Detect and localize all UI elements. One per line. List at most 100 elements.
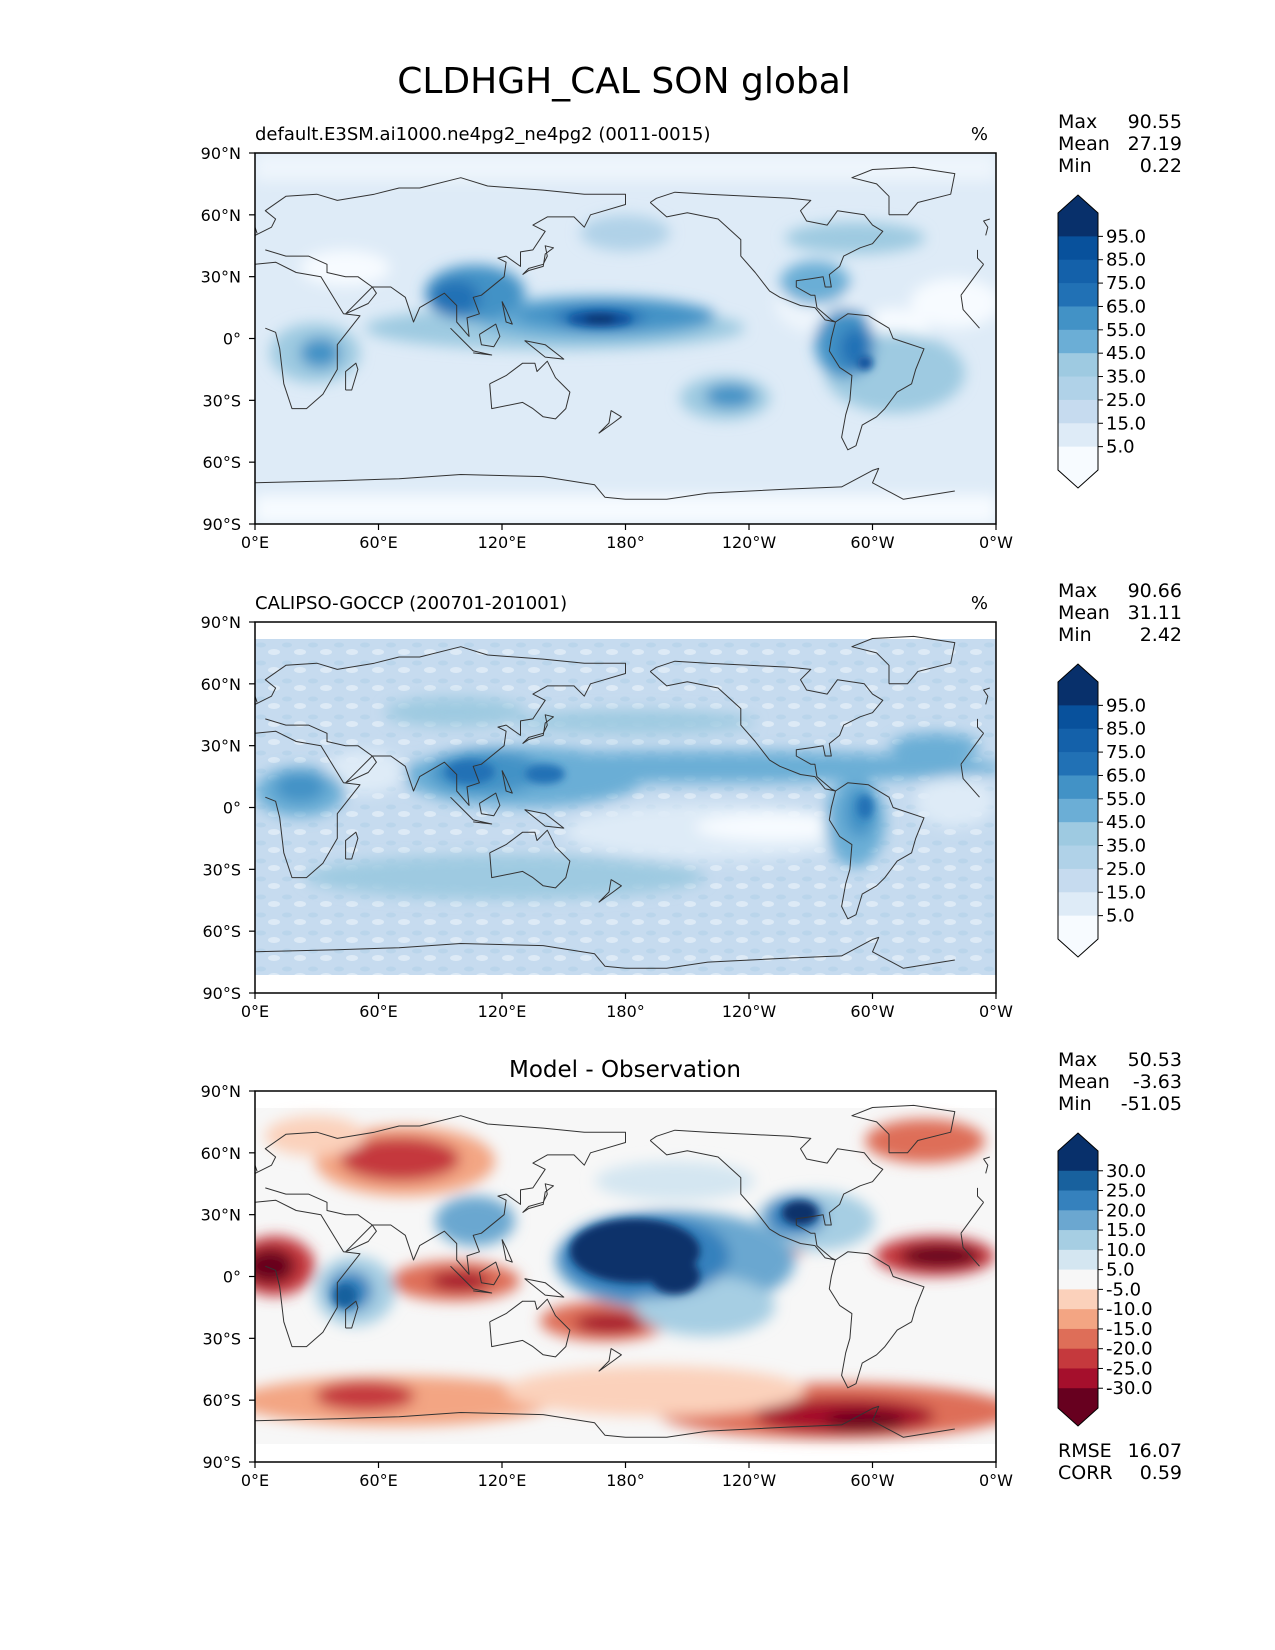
colorbar-swatch <box>1058 423 1098 448</box>
colorbar-swatch <box>1058 752 1098 776</box>
x-tick-label: 60°E <box>359 533 397 552</box>
stats-box: Max 90.55 Mean 27.19 Min 0.22 <box>1058 111 1182 177</box>
colorbar-swatch <box>1058 868 1098 893</box>
colorbar-tick-label: 15.0 <box>1106 882 1146 903</box>
coastline <box>977 249 984 265</box>
colorbar-swatch <box>1058 1170 1098 1192</box>
panel-title: Model - Observation <box>509 1057 741 1083</box>
coastline <box>254 1115 626 1275</box>
colorbar: 95.0 85.075.065.0 55.045.0 35.025.015.0 5.0 <box>1057 663 1146 958</box>
x-tick-label: 0°E <box>241 1002 269 1021</box>
svg-text:90.66: 90.66 <box>1128 580 1182 602</box>
panel-model: default.E3SM.ai1000.ne4pg2_ne4pg2 (0011-… <box>201 111 1182 552</box>
colorbar-swatch <box>1058 1249 1098 1271</box>
x-tick-label: 120°W <box>722 533 777 552</box>
colorbar-swatch <box>1058 376 1098 401</box>
colorbar-swatch <box>1058 213 1098 237</box>
colorbar-tick-label: 20.0 <box>1106 1200 1146 1221</box>
svg-text:16.07: 16.07 <box>1128 1440 1182 1462</box>
coastline <box>625 467 955 500</box>
colorbar-tick-label: 15.0 <box>1106 413 1146 434</box>
coastline <box>598 1348 622 1372</box>
coastline <box>345 362 359 391</box>
y-tick-label: 60°N <box>201 206 241 225</box>
x-axis: 0°E 60°E 120°E 180° 120°W 60°W 0°W <box>241 1462 1013 1490</box>
coastline <box>960 295 980 329</box>
svg-text:50.53: 50.53 <box>1128 1049 1182 1071</box>
svg-text:Min: Min <box>1058 624 1092 646</box>
coastline <box>478 792 501 817</box>
coastline <box>254 1199 361 1348</box>
svg-text:90.55: 90.55 <box>1128 111 1182 133</box>
colorbar-swatch <box>1058 845 1098 870</box>
colorbar-tick-label: 95.0 <box>1106 695 1146 716</box>
colorbar-cap <box>1058 195 1098 213</box>
units-label: % <box>971 593 988 614</box>
stats-box: Max 90.66 Mean 31.11 Min 2.42 <box>1058 580 1182 646</box>
coastline <box>501 301 513 325</box>
x-tick-label: 60°W <box>850 1471 894 1490</box>
x-axis: 0°E 60°E 120°E 180° 120°W 60°W 0°W <box>241 524 1013 552</box>
figure-title: CLDHGH_CAL SON global <box>397 61 851 102</box>
x-tick-label: 60°W <box>850 533 894 552</box>
svg-text:RMSE: RMSE <box>1058 1440 1112 1462</box>
colorbar-tick-label: 10.0 <box>1106 1240 1146 1261</box>
coastline <box>625 936 955 969</box>
y-tick-label: 30°S <box>202 860 241 879</box>
svg-text:31.11: 31.11 <box>1128 602 1182 624</box>
stats-box: Max 50.53 Mean -3.63 Min -51.05 <box>1058 1049 1182 1115</box>
coastline <box>649 191 884 323</box>
colorbar-swatch <box>1058 892 1098 917</box>
coastline <box>254 261 361 410</box>
coastline <box>983 218 990 236</box>
colorbar-swatch <box>1058 283 1098 307</box>
coastline <box>489 360 571 420</box>
svg-text:0.59: 0.59 <box>1140 1462 1182 1484</box>
coastline <box>960 1233 980 1267</box>
x-tick-label: 0°W <box>979 1471 1013 1490</box>
svg-text:Max: Max <box>1058 580 1097 602</box>
colorbar-swatch <box>1058 329 1098 354</box>
colorbar-tick-label: -10.0 <box>1106 1299 1153 1320</box>
panel-difference: Model - Observation <box>201 1049 1182 1490</box>
coastline <box>473 1288 493 1294</box>
colorbar-outline <box>1057 663 1099 958</box>
x-tick-label: 0°E <box>241 1471 269 1490</box>
coastline <box>522 1183 554 1214</box>
coastline <box>473 819 493 825</box>
x-tick-label: 0°W <box>979 533 1013 552</box>
svg-text:Min: Min <box>1058 1093 1092 1115</box>
coastline <box>649 1129 884 1261</box>
coastline <box>983 1156 990 1174</box>
colorbar-swatch <box>1058 1368 1098 1389</box>
colorbar-cap <box>1058 470 1098 488</box>
x-axis: 0°E 60°E 120°E 180° 120°W 60°W 0°W <box>241 993 1013 1021</box>
colorbar-swatch <box>1058 728 1098 753</box>
colorbar-swatch <box>1058 1230 1098 1251</box>
coastline <box>254 646 626 806</box>
colorbar: 95.0 85.075.065.0 55.045.0 35.025.015.0 5.0 <box>1057 194 1146 489</box>
svg-text:Max: Max <box>1058 1049 1097 1071</box>
y-tick-label: 60°S <box>202 453 241 472</box>
colorbar-cap <box>1058 939 1098 957</box>
colorbar-swatch <box>1058 353 1098 378</box>
y-axis: 90°N 60°N 30°N 0° 30°S 60°S 90°S <box>201 613 255 1003</box>
svg-text:CORR: CORR <box>1058 1462 1113 1484</box>
colorbar-swatch <box>1058 236 1098 261</box>
panel-title: CALIPSO-GOCCP (200701-201001) <box>255 593 567 614</box>
y-tick-label: 90°N <box>201 613 241 632</box>
colorbar-tick-label: -15.0 <box>1106 1319 1153 1340</box>
coastline <box>473 350 493 356</box>
y-tick-label: 60°S <box>202 922 241 941</box>
colorbar-tick-label: 45.0 <box>1106 812 1146 833</box>
colorbar-tick-label: 5.0 <box>1106 1260 1135 1281</box>
panel-observation: CALIPSO-GOCCP (200701-201001) % <box>201 580 1182 1021</box>
coastline <box>828 1251 925 1389</box>
x-tick-label: 120°E <box>478 533 527 552</box>
colorbar-tick-label: 55.0 <box>1106 320 1146 341</box>
coastline <box>851 635 956 685</box>
y-tick-label: 0° <box>223 330 241 349</box>
colorbar-tick-label: 75.0 <box>1106 742 1146 763</box>
colorbar-tick-label: 25.0 <box>1106 859 1146 880</box>
colorbar-cap <box>1058 1133 1098 1151</box>
